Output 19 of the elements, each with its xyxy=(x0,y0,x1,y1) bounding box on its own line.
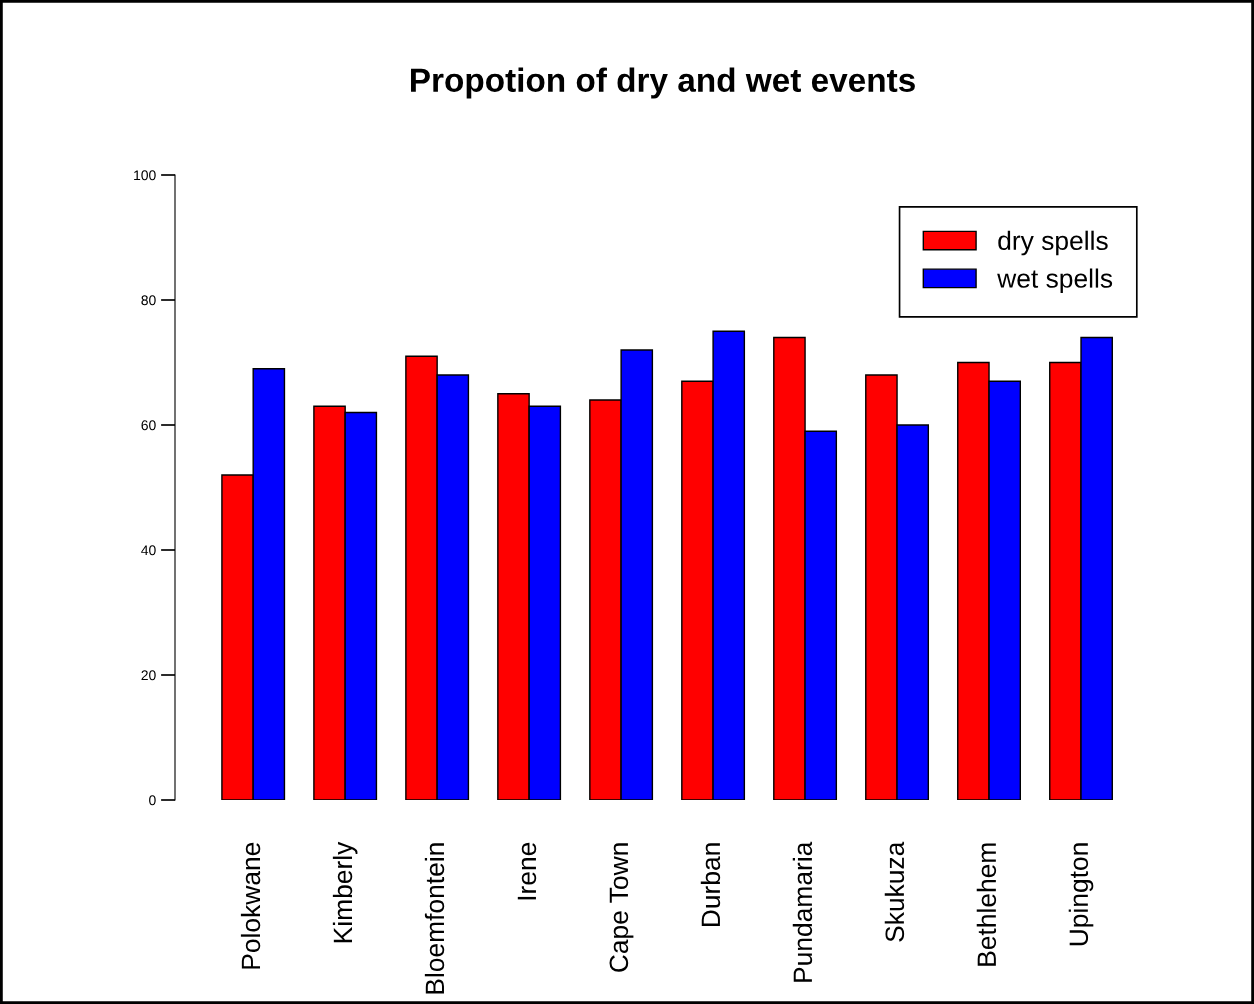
y-tick-label: 40 xyxy=(141,545,156,556)
legend-label: dry spells xyxy=(998,230,1108,256)
y-tick-label: 80 xyxy=(141,295,156,306)
y-tick-label: 60 xyxy=(141,420,156,431)
x-tick-label: Bloemfontein xyxy=(424,843,445,994)
x-tick-label: Kimberly xyxy=(332,841,358,943)
y-tick-label: 0 xyxy=(149,795,156,806)
x-tick-label: Pundamaria xyxy=(792,841,813,982)
legend-label: wet spells xyxy=(997,268,1113,294)
x-tick-label: Durban xyxy=(700,843,721,927)
x-tick-label: Irene xyxy=(517,842,537,900)
chart-title: Propotion of dry and wet events xyxy=(411,67,915,99)
y-tick-label: 100 xyxy=(134,170,156,181)
x-tick-label: Cape Town xyxy=(609,843,634,972)
x-tick-label: Skukuza xyxy=(884,841,905,942)
x-tick-label: Polokwane xyxy=(240,842,261,969)
y-tick-label: 20 xyxy=(141,670,156,681)
x-tick-label: Upington xyxy=(1068,843,1094,946)
x-tick-label: Bethlehem xyxy=(976,843,997,966)
